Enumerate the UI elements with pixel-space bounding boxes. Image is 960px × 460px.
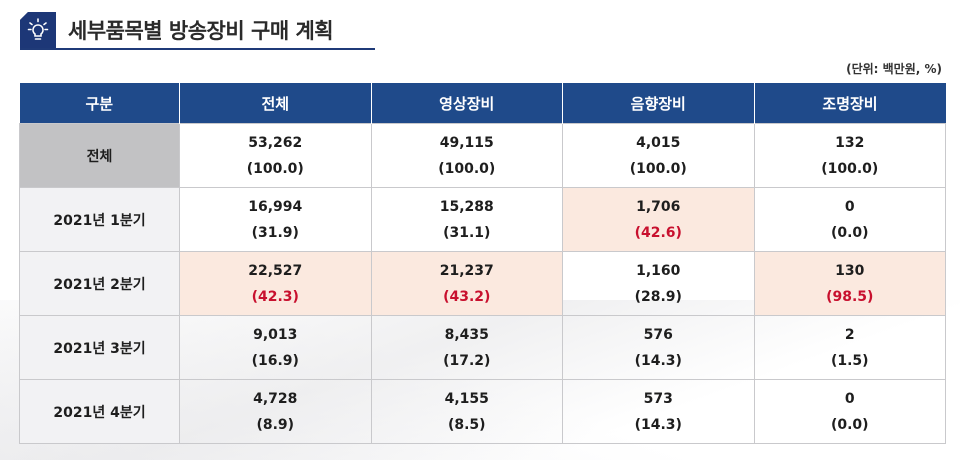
table-cell: 15,288 (31.1) (370, 187, 563, 252)
lightbulb-icon (20, 12, 56, 48)
table-cell: 53,262 (100.0) (179, 123, 372, 188)
table-cell: 4,015 (100.0) (562, 123, 755, 188)
cell-percent: (14.3) (634, 416, 682, 433)
cell-value: 4,015 (636, 134, 681, 151)
table-cell: 573 (14.3) (562, 379, 755, 444)
cell-percent: (43.2) (443, 288, 491, 305)
cell-value: 576 (643, 326, 673, 343)
cell-value: 0 (844, 198, 855, 215)
cell-value: 53,262 (248, 134, 303, 151)
cell-percent: (100.0) (246, 160, 304, 177)
row-label: 2021년 3분기 (19, 315, 180, 380)
cell-percent: (31.9) (251, 224, 299, 241)
table-row: 2021년 3분기 9,013 (16.9) 8,435 (17.2) 576 (14.3)… (19, 315, 946, 380)
column-header: 구분 (19, 83, 180, 124)
table-cell: 22,527 (42.3) (179, 251, 372, 316)
table-cell: 132 (100.0) (753, 123, 946, 188)
page-title: 세부품목별 방송장비 구매 계획 (68, 19, 334, 43)
cell-percent: (17.2) (443, 352, 491, 369)
cell-value: 573 (643, 390, 673, 407)
table-cell: 16,994 (31.9) (179, 187, 372, 252)
cell-percent: (98.5) (826, 288, 874, 305)
cell-percent: (8.9) (256, 416, 295, 433)
cell-value: 1,160 (636, 262, 681, 279)
cell-percent: (0.0) (830, 224, 869, 241)
table-cell: 576 (14.3) (562, 315, 755, 380)
table-cell: 2 (1.5) (753, 315, 946, 380)
cell-percent: (28.9) (634, 288, 682, 305)
cell-percent: (16.9) (251, 352, 299, 369)
table-cell: 21,237 (43.2) (370, 251, 563, 316)
table-cell: 0 (0.0) (753, 187, 946, 252)
cell-value: 9,013 (253, 326, 298, 343)
unit-note: (단위: 백만원, %) (846, 62, 942, 76)
cell-value: 4,728 (253, 390, 298, 407)
row-label: 전체 (19, 123, 180, 188)
row-label: 2021년 1분기 (19, 187, 180, 252)
table-cell: 9,013 (16.9) (179, 315, 372, 380)
table-row: 2021년 1분기 16,994 (31.9) 15,288 (31.1) 1,706 (4… (19, 187, 946, 252)
cell-percent: (100.0) (821, 160, 879, 177)
cell-percent: (100.0) (438, 160, 496, 177)
row-label: 2021년 2분기 (19, 251, 180, 316)
column-header: 조명장비 (754, 83, 946, 124)
cell-value: 49,115 (439, 134, 494, 151)
cell-percent: (8.5) (447, 416, 486, 433)
cell-value: 0 (844, 390, 855, 407)
cell-percent: (42.6) (634, 224, 682, 241)
cell-value: 132 (835, 134, 865, 151)
table-cell: 1,706 (42.6) (562, 187, 755, 252)
purchase-plan-table: 구분 전체 영상장비 음향장비 조명장비 전체 53,262 (100.0) 49,115 (1… (19, 83, 946, 444)
table-row: 2021년 2분기 22,527 (42.3) 21,237 (43.2) 1,160 (2… (19, 251, 946, 316)
table-cell: 130 (98.5) (753, 251, 946, 316)
column-header: 음향장비 (562, 83, 755, 124)
cell-percent: (1.5) (830, 352, 869, 369)
table-cell: 4,155 (8.5) (370, 379, 563, 444)
cell-percent: (42.3) (251, 288, 299, 305)
table-cell: 8,435 (17.2) (370, 315, 563, 380)
table-row: 전체 53,262 (100.0) 49,115 (100.0) 4,015 (100.0)… (19, 123, 946, 188)
cell-value: 1,706 (636, 198, 681, 215)
cell-value: 130 (835, 262, 865, 279)
table-cell: 4,728 (8.9) (179, 379, 372, 444)
cell-percent: (31.1) (443, 224, 491, 241)
cell-percent: (100.0) (629, 160, 687, 177)
cell-value: 4,155 (444, 390, 489, 407)
row-label: 2021년 4분기 (19, 379, 180, 444)
cell-value: 15,288 (439, 198, 494, 215)
table-cell: 1,160 (28.9) (562, 251, 755, 316)
table-header-row: 구분 전체 영상장비 음향장비 조명장비 (19, 83, 946, 124)
cell-value: 21,237 (439, 262, 494, 279)
table-row: 2021년 4분기 4,728 (8.9) 4,155 (8.5) 573 (14.3) 0 (… (19, 379, 946, 444)
cell-value: 2 (844, 326, 855, 343)
cell-percent: (0.0) (830, 416, 869, 433)
table-cell: 0 (0.0) (753, 379, 946, 444)
cell-value: 22,527 (248, 262, 303, 279)
title-bar: 세부품목별 방송장비 구매 계획 (20, 12, 375, 50)
cell-value: 8,435 (444, 326, 489, 343)
cell-percent: (14.3) (634, 352, 682, 369)
column-header: 영상장비 (371, 83, 563, 124)
column-header: 전체 (179, 83, 372, 124)
table-cell: 49,115 (100.0) (370, 123, 563, 188)
cell-value: 16,994 (248, 198, 303, 215)
